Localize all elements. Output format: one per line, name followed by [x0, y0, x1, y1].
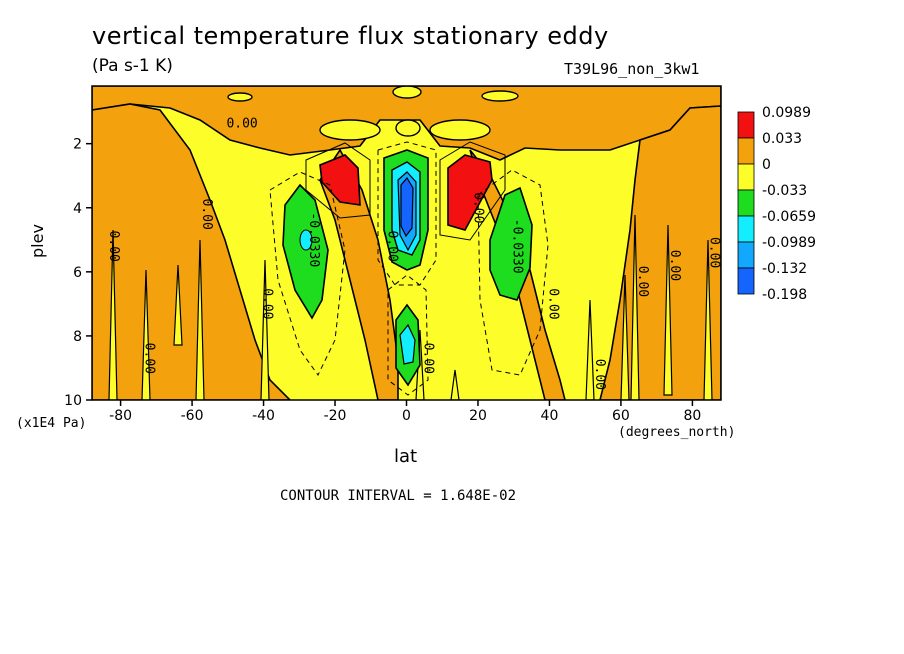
contour-label: 0.00 — [199, 199, 214, 230]
green-minimum — [282, 183, 329, 320]
x-tick-label: 60 — [612, 408, 630, 424]
y-tick-label: 2 — [73, 137, 82, 153]
red-maximum — [319, 154, 361, 206]
blue-core — [400, 176, 414, 238]
yellow-spike — [260, 259, 270, 400]
orange-region — [92, 103, 292, 400]
orange-region — [319, 148, 399, 400]
positive-contour — [439, 141, 506, 241]
red-maximum — [447, 154, 493, 231]
contour-label: 0.00 — [260, 288, 275, 319]
yellow-spike — [663, 224, 673, 396]
contour-label: 0.00 — [635, 266, 650, 297]
contour-label: -0.0330 — [306, 212, 321, 267]
legend-label: 0 — [762, 157, 771, 173]
x-axis-units: (degrees_north) — [618, 425, 736, 440]
x-tick-label: 40 — [541, 408, 559, 424]
yellow-spike — [108, 229, 118, 400]
legend-label: -0.132 — [762, 261, 807, 277]
legend-label: -0.033 — [762, 183, 807, 199]
yellow-spike — [195, 239, 205, 400]
yellow-blob — [395, 119, 421, 137]
legend-swatch — [737, 111, 755, 139]
contour-label: -0.0330 — [510, 219, 525, 274]
yellow-spike — [173, 264, 183, 346]
cyan-lower — [399, 323, 416, 365]
legend-label: -0.0659 — [762, 209, 816, 225]
x-tick-label: 0 — [402, 408, 411, 424]
contour-label: 0.00 — [420, 343, 435, 374]
legend-swatch — [737, 189, 755, 217]
legend-swatch — [737, 241, 755, 269]
negative-contour — [387, 274, 429, 396]
x-tick-label: -60 — [181, 408, 204, 424]
yellow-blob — [481, 90, 519, 102]
chart-title: vertical temperature flux stationary edd… — [92, 22, 609, 50]
contour-label: 0.00 — [106, 231, 121, 262]
orange-region — [599, 105, 721, 400]
yellow-spike — [585, 299, 595, 400]
yellow-spike — [620, 274, 630, 400]
legend-swatch — [737, 215, 755, 243]
contour-label: 0.00 — [142, 343, 157, 374]
yellow-blob — [392, 86, 422, 99]
contour-label: 0.00 — [470, 192, 485, 223]
negative-contour — [269, 171, 346, 376]
x-tick-label: 80 — [683, 408, 701, 424]
contour-label: 0.00 — [385, 231, 400, 262]
yellow-spike — [450, 369, 460, 400]
negative-contour — [477, 169, 549, 376]
contour-label: 0.00 — [545, 288, 560, 319]
contour-label: 0.00 — [667, 250, 682, 281]
y-tick-label: 8 — [73, 329, 82, 345]
x-axis-label: lat — [394, 446, 418, 467]
positive-contour — [305, 142, 371, 219]
yellow-blob — [429, 119, 491, 141]
green-minimum — [489, 186, 533, 301]
legend-swatch — [737, 163, 755, 191]
yellow-blob — [319, 119, 381, 141]
y-axis-units: (x1E4 Pa) — [16, 416, 87, 431]
x-tick-label: -40 — [252, 408, 275, 424]
x-tick-label: -80 — [109, 408, 132, 424]
contour-interval-label: CONTOUR INTERVAL = 1.648E-02 — [280, 488, 517, 504]
legend-swatch — [737, 267, 755, 295]
yellow-spike — [703, 239, 713, 400]
contour-label: 0.00 — [226, 117, 257, 132]
x-tick-label: -20 — [324, 408, 347, 424]
contour-label: 0.00 — [706, 237, 721, 268]
legend-label: -0.198 — [762, 287, 807, 303]
dataset-name: T39L96_non_3kw1 — [564, 60, 700, 78]
y-tick-label: 4 — [73, 201, 82, 217]
y-tick-label: 6 — [73, 265, 82, 281]
cyan-core — [299, 229, 313, 251]
y-tick-label: 10 — [64, 393, 82, 409]
chart-units: (Pa s-1 K) — [92, 56, 173, 76]
yellow-spike — [141, 269, 151, 400]
yellow-blob — [227, 92, 253, 102]
legend-label: 0.0989 — [762, 105, 811, 121]
yellow-spike — [630, 214, 640, 400]
contour-label: 0.00 — [592, 359, 607, 390]
legend-label: 0.033 — [762, 131, 802, 147]
legend-swatch — [737, 137, 755, 165]
x-tick-label: 20 — [469, 408, 487, 424]
legend-label: -0.0989 — [762, 235, 816, 251]
